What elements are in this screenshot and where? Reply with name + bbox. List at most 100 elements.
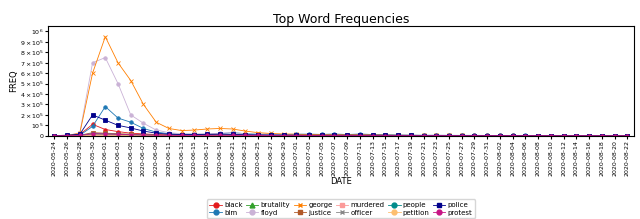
black [191,134,198,136]
brutality [191,134,198,137]
black [381,134,389,137]
protest [165,134,173,137]
people [458,134,465,137]
george [445,134,453,137]
george [470,134,478,137]
officer [458,134,465,137]
floyd [509,134,516,137]
george [509,134,516,137]
blm [356,133,364,135]
people [267,134,275,137]
murdered [458,134,465,137]
blm [623,134,631,137]
petition [356,134,364,137]
murdered [228,134,236,137]
george [381,134,389,136]
protest [318,134,326,137]
protest [598,134,605,137]
justice [611,134,618,137]
officer [292,134,300,137]
blm [394,134,402,136]
people [356,134,364,137]
george [114,62,122,64]
black [63,134,71,137]
police [318,134,326,137]
police [204,133,211,136]
police [267,134,275,136]
police [89,114,97,116]
police [305,134,313,137]
officer [216,134,224,137]
people [254,134,262,137]
officer [191,134,198,137]
blm [547,134,555,137]
officer [127,134,134,136]
police [331,134,339,136]
protest [369,134,376,137]
justice [585,134,593,137]
brutality [140,134,147,137]
justice [394,134,402,137]
black [496,134,504,137]
people [216,134,224,137]
petition [394,134,402,137]
justice [598,134,605,137]
justice [241,134,249,137]
black [369,134,376,137]
people [140,134,147,136]
petition [572,134,580,137]
officer [585,134,593,137]
protest [356,134,364,137]
people [331,134,339,137]
floyd [127,114,134,116]
blm [483,134,491,137]
floyd [114,82,122,85]
justice [191,134,198,137]
police [623,134,631,137]
officer [63,134,71,137]
floyd [76,131,84,134]
officer [178,134,186,137]
george [547,134,555,137]
murdered [611,134,618,137]
protest [305,134,313,137]
petition [369,134,376,137]
brutality [572,134,580,137]
black [114,130,122,133]
protest [343,134,351,137]
murdered [560,134,568,137]
george [407,134,415,137]
justice [458,134,465,137]
black [420,134,428,137]
petition [165,134,173,137]
murdered [483,134,491,137]
justice [420,134,428,137]
blm [140,127,147,130]
blm [89,125,97,128]
protest [509,134,516,137]
justice [216,134,224,136]
protest [89,132,97,135]
blm [178,133,186,136]
protest [394,134,402,137]
police [254,134,262,136]
floyd [611,134,618,137]
petition [458,134,465,137]
officer [534,134,542,137]
X-axis label: DATE: DATE [330,177,351,186]
floyd [394,134,402,137]
murdered [165,134,173,137]
black [483,134,491,137]
Line: justice: justice [52,131,629,138]
brutality [63,134,71,137]
brutality [89,133,97,136]
police [228,133,236,136]
people [89,132,97,135]
police [369,134,376,137]
petition [611,134,618,137]
justice [228,134,236,136]
george [305,133,313,136]
police [165,133,173,136]
black [76,133,84,136]
protest [331,134,339,137]
